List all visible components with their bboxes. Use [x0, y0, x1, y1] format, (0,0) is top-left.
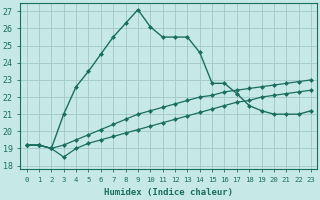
X-axis label: Humidex (Indice chaleur): Humidex (Indice chaleur): [104, 188, 233, 197]
